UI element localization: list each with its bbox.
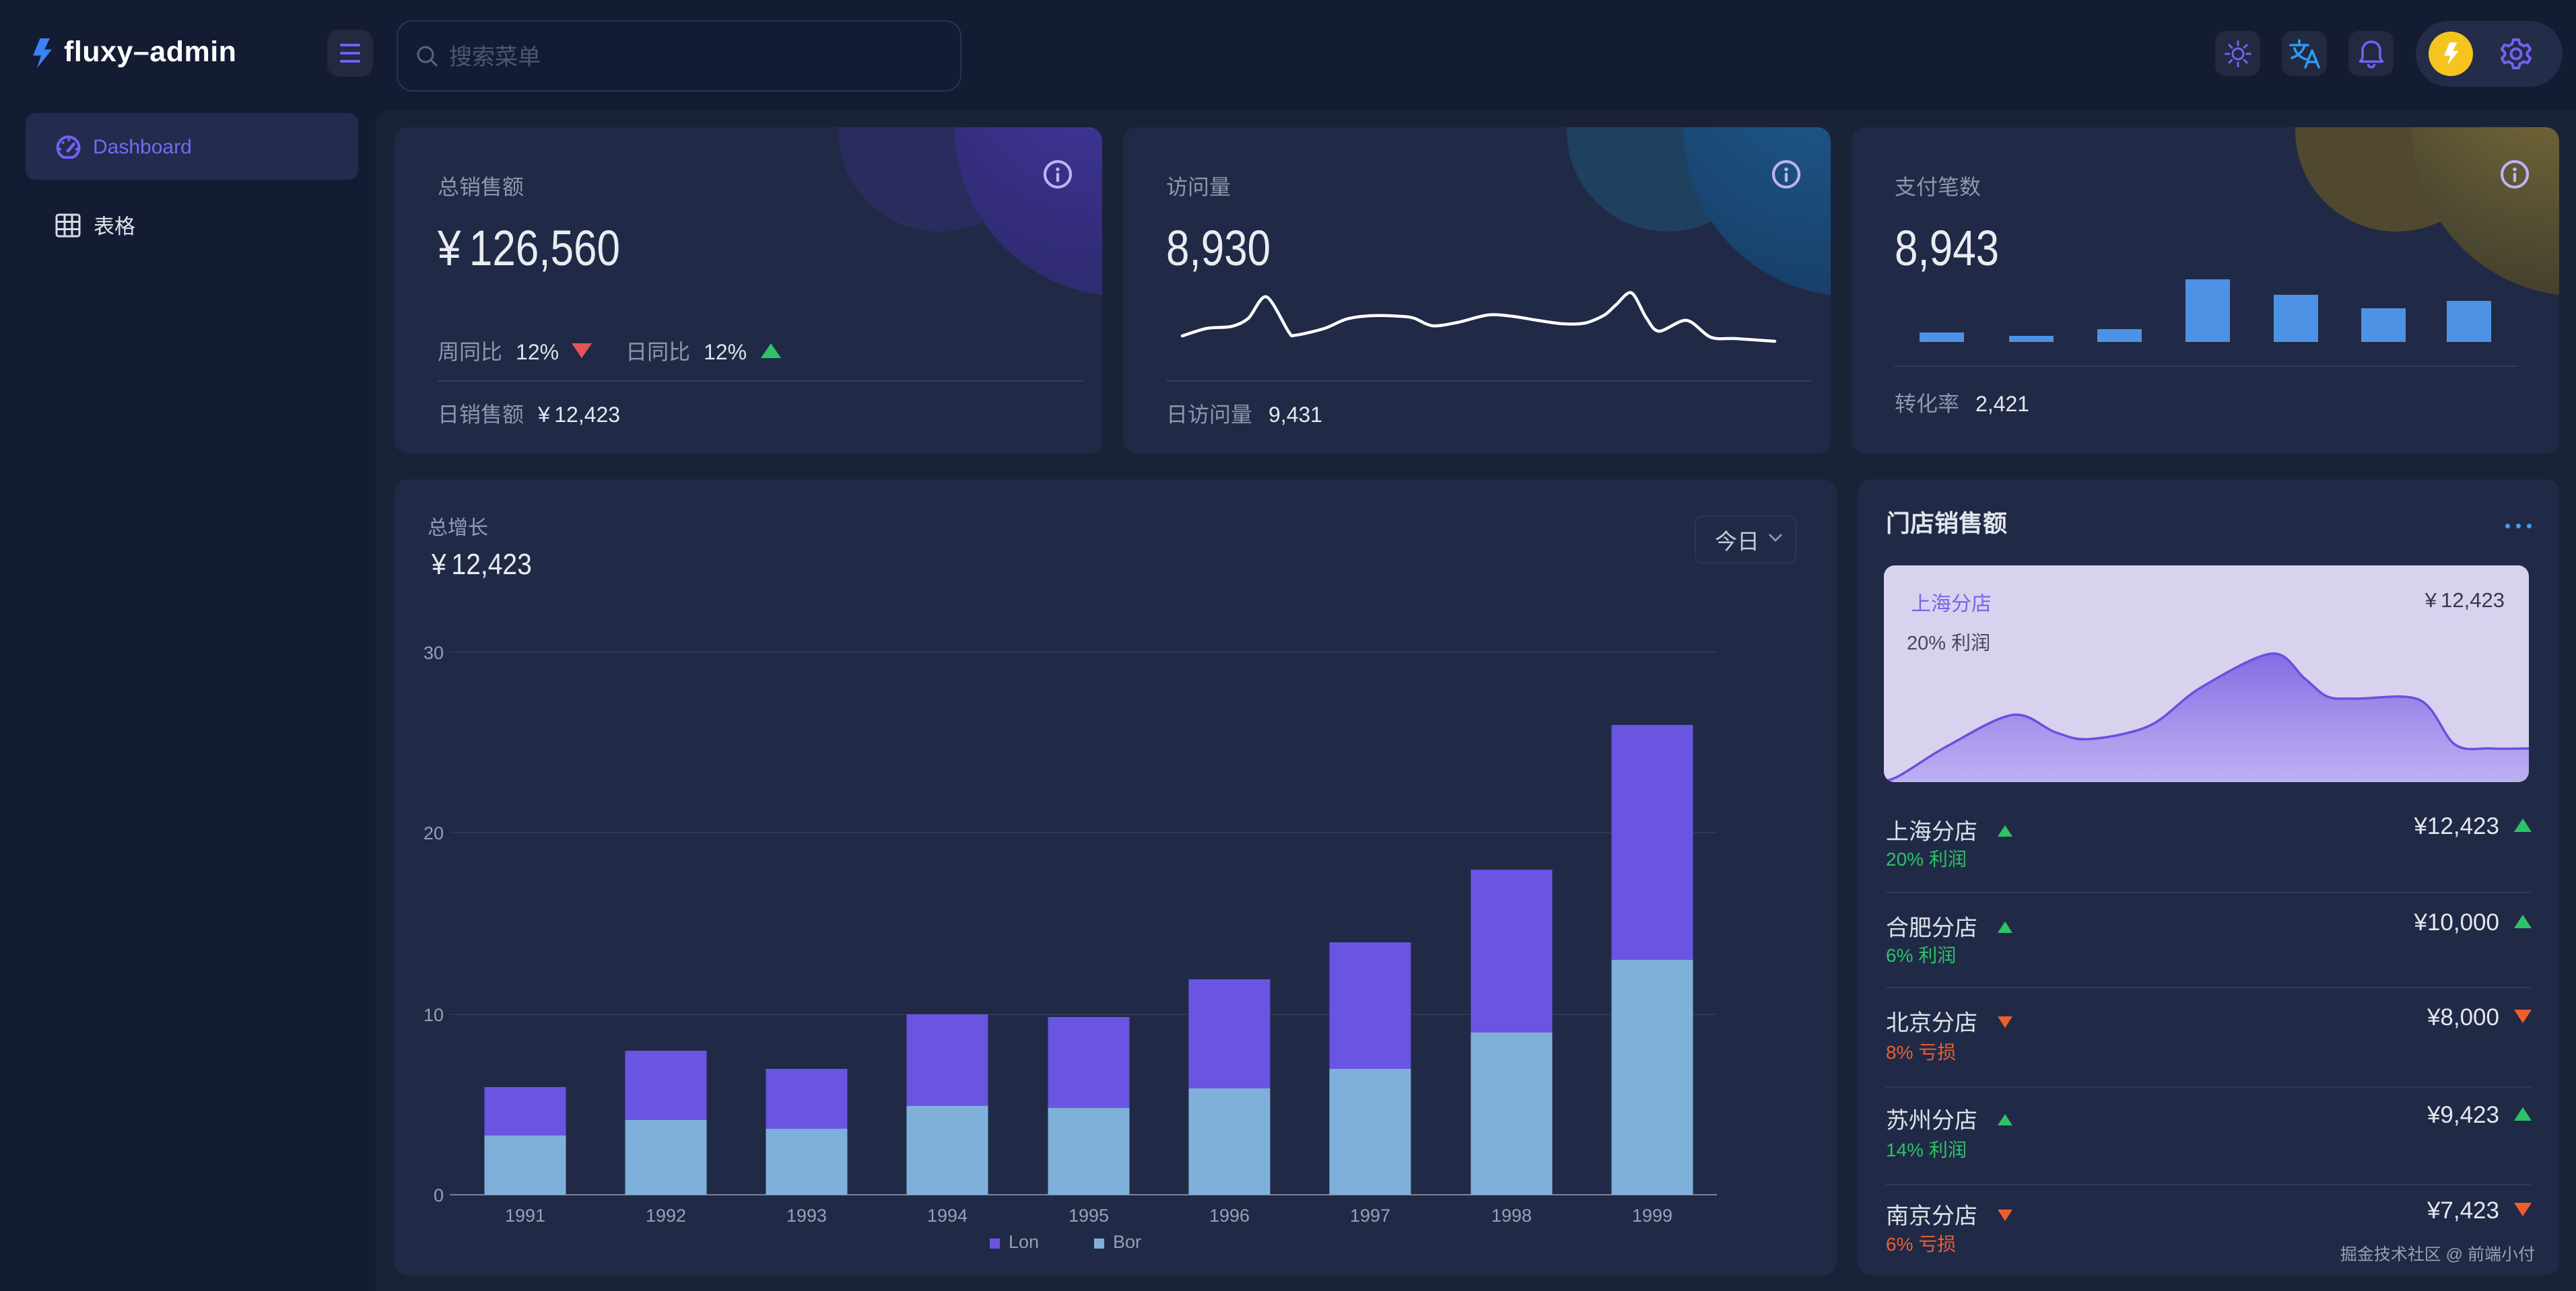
svg-text:1993: 1993 — [786, 1206, 827, 1226]
svg-text:1999: 1999 — [1632, 1206, 1672, 1226]
svg-text:1997: 1997 — [1350, 1206, 1390, 1226]
svg-text:30: 30 — [423, 643, 444, 663]
svg-text:Lon: Lon — [1009, 1232, 1039, 1252]
svg-text:20: 20 — [423, 823, 444, 843]
svg-text:10: 10 — [423, 1005, 444, 1025]
svg-text:Bor: Bor — [1113, 1232, 1141, 1252]
svg-text:1998: 1998 — [1491, 1206, 1532, 1226]
svg-text:1991: 1991 — [505, 1206, 545, 1226]
svg-text:1994: 1994 — [927, 1206, 968, 1226]
svg-text:1996: 1996 — [1209, 1206, 1250, 1226]
svg-text:1995: 1995 — [1069, 1206, 1109, 1226]
svg-text:1992: 1992 — [646, 1206, 686, 1226]
svg-text:0: 0 — [434, 1185, 444, 1206]
